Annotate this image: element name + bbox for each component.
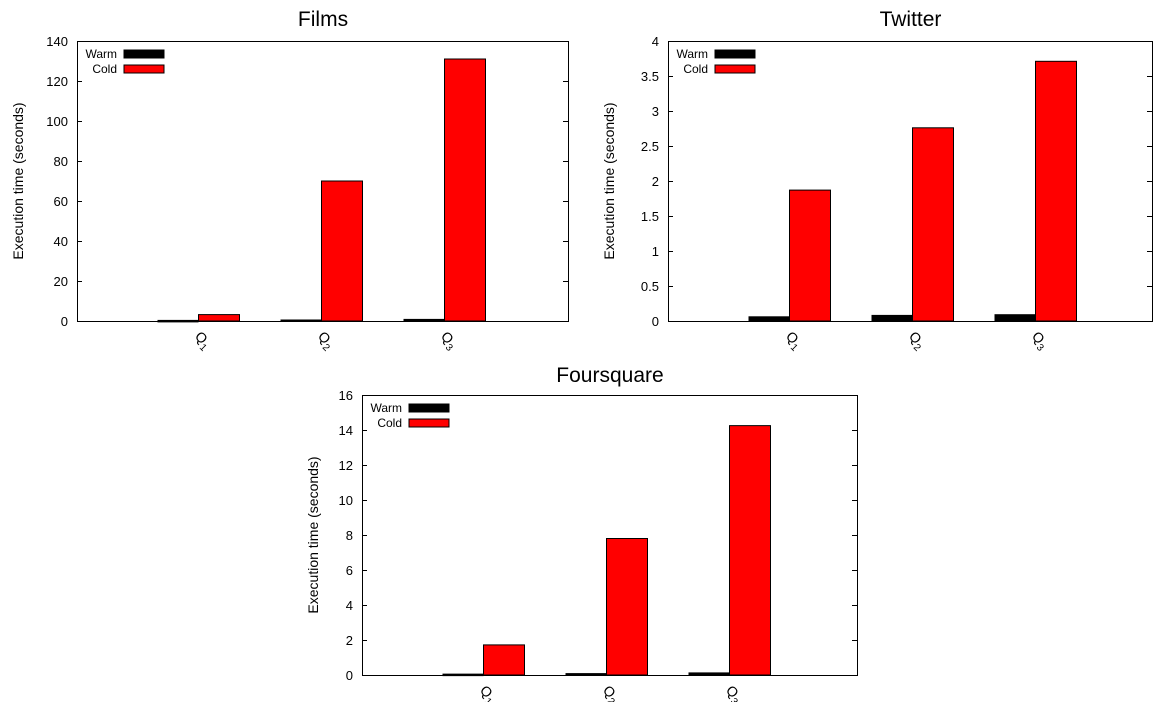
legend-swatch-cold bbox=[714, 64, 756, 74]
y-tick-label: 1 bbox=[652, 244, 659, 259]
bar-warm-q2 bbox=[871, 314, 913, 322]
y-tick-label: 40 bbox=[54, 234, 68, 249]
chart-title: Twitter bbox=[880, 8, 942, 31]
bar-cold-q1 bbox=[483, 644, 525, 676]
bar-warm-q3 bbox=[994, 314, 1036, 322]
legend-label-cold: Cold bbox=[683, 62, 708, 76]
y-tick-label: 3.5 bbox=[641, 69, 659, 84]
chart-films: Films 0 20 40 60 80 100 120 140 Execution time (s… bbox=[10, 8, 569, 354]
legend-label-cold: Cold bbox=[92, 62, 117, 76]
y-tick-label: 8 bbox=[346, 528, 353, 543]
legend-label-warm: Warm bbox=[85, 47, 117, 61]
legend-swatch-warm bbox=[408, 403, 450, 413]
x-tick-label: Q3 bbox=[435, 328, 461, 354]
y-tick-label: 4 bbox=[652, 34, 659, 49]
y-tick-label: 80 bbox=[54, 154, 68, 169]
y-tick-label: 14 bbox=[339, 423, 353, 438]
x-tick-label: Q3 bbox=[720, 682, 746, 702]
bar-warm-q2 bbox=[280, 319, 322, 322]
y-tick-label: 12 bbox=[339, 458, 353, 473]
x-tick-label: Q1 bbox=[780, 328, 806, 354]
y-tick-label: 60 bbox=[54, 194, 68, 209]
legend-swatch-cold bbox=[408, 418, 450, 428]
bar-cold-q3 bbox=[729, 425, 771, 676]
y-axis-label: Execution time (seconds) bbox=[601, 102, 617, 259]
bar-cold-q3 bbox=[1035, 60, 1077, 322]
legend-swatch-warm bbox=[123, 49, 165, 59]
y-tick-label: 2 bbox=[652, 174, 659, 189]
bar-cold-q1 bbox=[789, 189, 831, 322]
bar-cold-q2 bbox=[912, 127, 954, 322]
plot-frame bbox=[668, 41, 1153, 322]
y-tick-label: 6 bbox=[346, 563, 353, 578]
bar-warm-q3 bbox=[403, 318, 445, 322]
y-tick-label: 0 bbox=[652, 314, 659, 329]
y-axis-label: Execution time (seconds) bbox=[10, 102, 26, 259]
legend-label-warm: Warm bbox=[370, 401, 402, 415]
x-tick-label: Q3 bbox=[1026, 328, 1052, 354]
y-tick-label: 3 bbox=[652, 104, 659, 119]
y-tick-label: 4 bbox=[346, 598, 353, 613]
chart-title: Foursquare bbox=[556, 364, 663, 387]
y-tick-label: 100 bbox=[46, 114, 68, 129]
bar-warm-q3 bbox=[688, 672, 730, 676]
legend-label-cold: Cold bbox=[377, 416, 402, 430]
y-tick-label: 10 bbox=[339, 493, 353, 508]
x-tick-label: Q2 bbox=[312, 328, 338, 354]
bar-warm-q1 bbox=[157, 319, 199, 323]
legend-swatch-cold bbox=[123, 64, 165, 74]
legend-label-warm: Warm bbox=[676, 47, 708, 61]
bar-warm-q1 bbox=[748, 316, 790, 322]
chart-title: Films bbox=[298, 8, 348, 31]
x-tick-label: Q1 bbox=[189, 328, 215, 354]
x-tick-label: Q2 bbox=[903, 328, 929, 354]
bar-cold-q3 bbox=[444, 58, 486, 322]
y-tick-label: 0 bbox=[346, 668, 353, 683]
y-tick-label: 2.5 bbox=[641, 139, 659, 154]
y-axis-label: Execution time (seconds) bbox=[305, 456, 321, 613]
chart-twitter: Twitter 0 0.5 1 1.5 2 2.5 3 3.5 4 Execution time (… bbox=[601, 8, 1153, 354]
bar-cold-q2 bbox=[606, 538, 648, 676]
y-tick-label: 140 bbox=[46, 34, 68, 49]
chart-foursquare: Foursquare 0 2 4 6 8 10 12 14 16 Execution time (s… bbox=[305, 364, 858, 702]
y-tick-label: 20 bbox=[54, 274, 68, 289]
y-tick-label: 120 bbox=[46, 74, 68, 89]
x-tick-label: Q2 bbox=[597, 682, 623, 702]
y-tick-label: 0 bbox=[61, 314, 68, 329]
bar-cold-q2 bbox=[321, 180, 363, 322]
x-tick-label: Q1 bbox=[474, 682, 500, 702]
y-tick-label: 2 bbox=[346, 633, 353, 648]
legend-swatch-warm bbox=[714, 49, 756, 59]
bar-cold-q1 bbox=[198, 314, 240, 322]
y-tick-label: 1.5 bbox=[641, 209, 659, 224]
bar-warm-q1 bbox=[442, 673, 484, 677]
y-tick-label: 16 bbox=[339, 388, 353, 403]
bar-warm-q2 bbox=[565, 673, 607, 676]
y-tick-label: 0.5 bbox=[641, 279, 659, 294]
